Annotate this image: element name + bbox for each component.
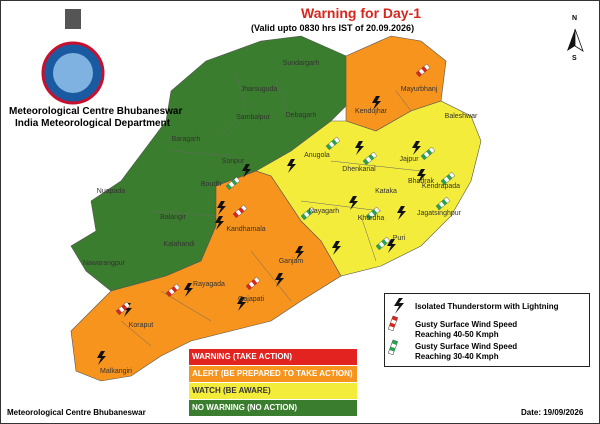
legend-icons: [387, 298, 404, 356]
wind-icon: [440, 171, 456, 186]
district-label: Sundargarh: [283, 60, 320, 67]
lightning-icon: [184, 283, 193, 297]
district-label: Kendrapada: [422, 183, 460, 190]
wind-icon: [435, 196, 451, 211]
dept: India Meteorological Department: [15, 118, 171, 129]
wind-icon: [420, 146, 436, 161]
district-label: Jajpur: [399, 156, 419, 163]
legend-item: Isolated Thunderstorm with Lightning: [415, 302, 559, 311]
district-label: Kandhamala: [226, 226, 265, 233]
district-label: Kataka: [375, 188, 397, 195]
wind-icon: [165, 283, 181, 298]
district-label: Sonpur: [222, 158, 245, 165]
lightning-icon: [97, 351, 106, 365]
north-label: N: [572, 15, 578, 22]
district-label: Dhenkanal: [342, 166, 376, 173]
lightning-icon: [217, 201, 226, 215]
lightning-icon: [332, 241, 341, 255]
district-label: Puri: [393, 235, 406, 242]
district-label: Khordha: [358, 215, 385, 222]
district-label: Sambalpur: [236, 114, 271, 121]
district-label: Debagarh: [286, 112, 317, 119]
district-label: Boudh: [201, 181, 221, 188]
district-label: Kendujhar: [355, 108, 388, 115]
warning-level: WATCH (BE AWARE): [189, 383, 357, 399]
footer-org: Meteorological Centre Bhubaneswar: [7, 408, 146, 417]
wind-icon: [365, 206, 381, 221]
district-label: Nayagarh: [309, 208, 339, 215]
district-label: Jagatsinghpur: [417, 210, 462, 217]
lightning-icon: [295, 246, 304, 260]
lightning-icon: [275, 273, 284, 287]
legend-item: Gusty Surface Wind Speed Reaching 40-50 …: [415, 320, 518, 339]
lightning-icon: [287, 159, 296, 173]
wind-icon: [232, 204, 248, 219]
district-label: Mayurbhanj: [401, 86, 438, 93]
lightning-icon: [397, 206, 406, 220]
lightning-icon: [237, 297, 246, 311]
lightning-icon: [355, 141, 364, 155]
legend: Isolated Thunderstorm with Lightning Gus…: [384, 293, 590, 367]
district-label: Baragarh: [172, 136, 201, 143]
district-label: Malkangiri: [100, 368, 132, 375]
lightning-icon: [372, 96, 381, 110]
wind-icon: [362, 151, 378, 166]
district-label: Anugola: [304, 152, 330, 159]
wind-icon: [415, 63, 431, 78]
district-label: Rayagada: [193, 281, 225, 288]
legend-item: Gusty Surface Wind Speed Reaching 30-40 …: [415, 342, 518, 361]
south-label: S: [572, 55, 577, 62]
wind-icon: [300, 206, 316, 221]
lightning-icon: [412, 141, 421, 155]
lightning-icon: [387, 239, 396, 253]
district-label: Baleshwar: [445, 113, 478, 120]
lightning-icon: [417, 169, 426, 183]
org: Meteorological Centre Bhubaneswar: [9, 106, 183, 117]
district-label: Balangir: [160, 214, 186, 221]
title: Warning for Day-1: [301, 5, 422, 21]
wind-icon: [325, 136, 341, 151]
district-label: Gajapati: [238, 296, 265, 303]
district-label: Jharsuguda: [241, 86, 278, 93]
compass: [567, 28, 584, 52]
district-label: Ganjam: [279, 258, 304, 265]
region-orange-sw: [70, 170, 342, 382]
subtitle: (Valid upto 0830 hrs IST of 20.09.2026): [251, 23, 415, 33]
wind-icon: [245, 276, 261, 291]
district-borders: [120, 70, 422, 347]
lightning-icon: [242, 164, 251, 178]
warning-level: WARNING (TAKE ACTION): [189, 349, 357, 365]
district-label: Kalahandi: [163, 241, 195, 248]
wind-icon: [375, 236, 391, 251]
emblem: [41, 9, 105, 105]
lightning-icon: [215, 216, 224, 230]
district-label: Bhadrak: [408, 178, 435, 185]
district-label: Nawarangpur: [83, 260, 126, 267]
district-label: Koraput: [129, 322, 154, 329]
district-label: Nuapada: [97, 188, 126, 195]
footer-date: Date: 19/09/2026: [521, 408, 584, 417]
lightning-icon: [349, 196, 358, 210]
warning-level: NO WARNING (NO ACTION): [189, 400, 357, 416]
wind-icon: [115, 301, 131, 316]
wind-icon: [225, 176, 241, 191]
warning-level: ALERT (BE PREPARED TO TAKE ACTION): [189, 366, 357, 382]
